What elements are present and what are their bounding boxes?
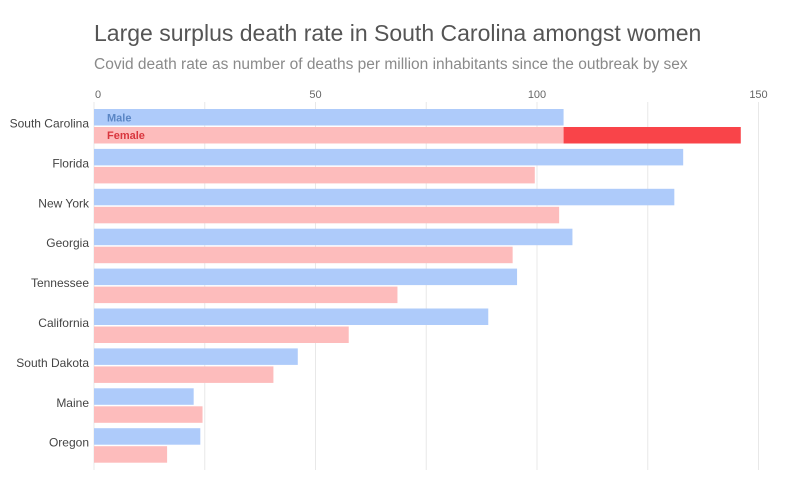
- bar-male: [94, 388, 194, 405]
- bar-female: [94, 366, 274, 383]
- inline-legend: Male Female: [107, 113, 145, 143]
- category-label: New York: [38, 196, 90, 210]
- bar-male: [94, 109, 564, 126]
- bar-male: [94, 268, 518, 286]
- bar-female: [94, 326, 349, 343]
- category-label: Tennessee: [31, 276, 89, 290]
- bar-male: [94, 428, 201, 445]
- bar-male: [94, 188, 675, 206]
- chart-title: Large surplus death rate in South Caroli…: [94, 20, 702, 46]
- x-tick-label: 100: [528, 89, 546, 101]
- category-labels: South Carolina Florida New York Georgia Tenn…: [10, 117, 90, 450]
- bar-female: [94, 206, 560, 224]
- legend-female: Female: [107, 130, 145, 142]
- x-tick-label: 0: [95, 89, 101, 101]
- bar-female: [94, 286, 398, 304]
- bar-female: [94, 406, 203, 423]
- x-tick-label: 150: [749, 89, 767, 101]
- bar-female: [94, 166, 535, 184]
- category-label: Georgia: [46, 236, 89, 250]
- category-label: South Dakota: [16, 356, 89, 370]
- chart-subtitle: Covid death rate as number of deaths per…: [94, 56, 688, 73]
- category-label: California: [38, 316, 89, 330]
- category-label: Florida: [52, 156, 89, 170]
- bar-female-excess: [563, 127, 741, 144]
- category-label: Maine: [56, 396, 89, 410]
- legend-male: Male: [107, 113, 131, 125]
- bar-male: [94, 228, 573, 246]
- category-label: Oregon: [49, 436, 89, 450]
- category-label: South Carolina: [10, 117, 90, 131]
- bar-female: [94, 127, 564, 144]
- bar-female: [94, 246, 513, 264]
- bar-female: [94, 446, 168, 463]
- bar-male: [94, 348, 298, 365]
- bar-male: [94, 308, 489, 325]
- bars: [94, 109, 741, 463]
- bar-male: [94, 148, 684, 166]
- x-tick-label: 50: [309, 89, 321, 101]
- x-axis-ticks: 0 50 100 150: [95, 89, 768, 101]
